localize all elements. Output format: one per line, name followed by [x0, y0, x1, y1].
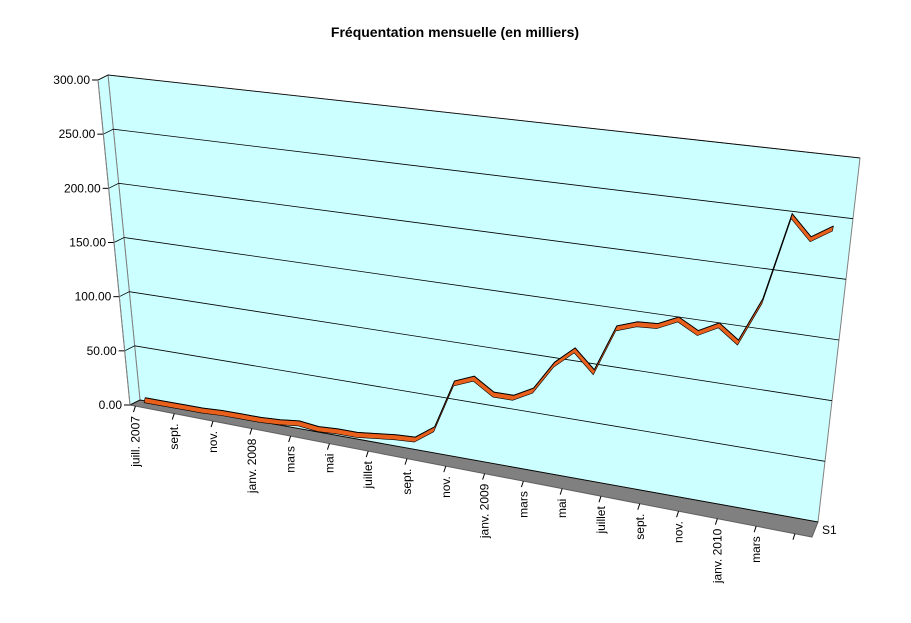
x-tick-label: mars: [516, 491, 530, 518]
x-tick-label: nov.: [672, 521, 686, 543]
x-tick: [637, 503, 641, 510]
x-tick: [443, 465, 447, 473]
y-tick-label: 0.00: [99, 398, 123, 412]
x-tick-label: sept.: [633, 514, 647, 540]
series-label: S1: [822, 523, 837, 537]
x-tick: [210, 420, 214, 428]
chart-title: Fréquentation mensuelle (en milliers): [331, 24, 579, 40]
x-tick-label: janv. 2010: [710, 528, 724, 584]
y-tick-label: 300.00: [53, 73, 90, 87]
grid-line: [97, 74, 861, 159]
x-tick-label: janv. 2009: [478, 483, 492, 539]
x-tick: [792, 533, 796, 540]
x-tick: [598, 495, 602, 503]
grid-line: [108, 182, 847, 280]
x-tick-label: nov.: [439, 476, 453, 498]
x-tick-label: mars: [749, 536, 763, 563]
x-tick: [714, 518, 718, 525]
x-tick-label: mars: [284, 446, 298, 473]
x-tick: [559, 488, 563, 495]
x-tick: [482, 473, 486, 480]
grid-line: [113, 237, 840, 341]
x-tick: [676, 511, 680, 518]
x-tick: [326, 443, 330, 450]
x-tick-label: mai: [555, 499, 569, 518]
y-tick-label: 50.00: [87, 344, 117, 358]
x-tick: [365, 450, 369, 458]
x-tick-label: sept.: [167, 424, 181, 450]
x-tick-label: nov.: [206, 431, 220, 453]
x-tick: [404, 458, 408, 465]
x-tick-label: mai: [322, 454, 336, 473]
x-tick: [132, 405, 136, 413]
x-tick: [171, 413, 175, 420]
y-tick-label: 150.00: [69, 236, 106, 250]
x-tick: [288, 435, 292, 443]
x-tick-label: janv. 2008: [245, 438, 259, 494]
grid-line: [129, 399, 819, 523]
x-tick-label: juillet: [594, 506, 608, 535]
y-tick-label: 100.00: [75, 290, 112, 304]
grid-line: [103, 128, 854, 220]
grid-line: [124, 345, 826, 462]
y-tick-label: 250.00: [59, 127, 96, 141]
y-tick-label: 200.00: [64, 181, 101, 195]
x-tick: [249, 428, 253, 435]
x-tick: [753, 526, 757, 533]
x-tick-label: sept.: [400, 469, 414, 495]
line: [145, 212, 834, 438]
x-tick-label: juillet: [361, 460, 375, 489]
x-tick: [520, 480, 524, 488]
x-tick-label: juill. 2007: [128, 416, 142, 468]
y-axis: [97, 79, 131, 406]
